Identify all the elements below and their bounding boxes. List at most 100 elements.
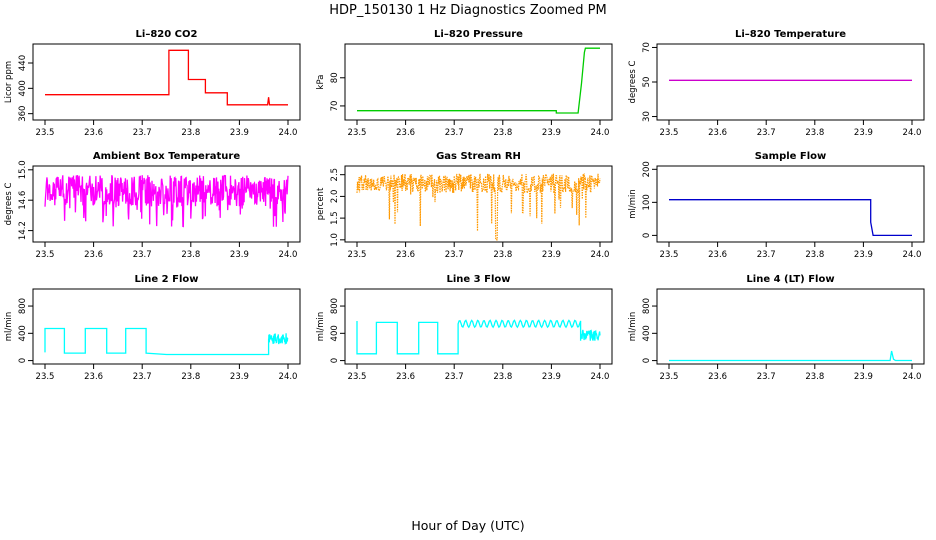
y-axis-label: ml/min (316, 312, 326, 342)
x-tick-label: 24.0 (279, 128, 298, 138)
plot-frame (344, 43, 613, 121)
x-tick-label: 23.8 (493, 128, 512, 138)
x-tick-label: 24.0 (591, 372, 610, 382)
x-tick-label: 23.9 (854, 128, 873, 138)
y-tick-label: 70 (642, 42, 652, 53)
plot-frame (344, 288, 613, 365)
x-tick-label: 23.9 (542, 372, 561, 382)
y-tick-label: 800 (18, 298, 28, 314)
plot-frame (656, 165, 925, 243)
y-tick-label: 14.6 (18, 191, 28, 210)
x-tick-label: 23.9 (230, 250, 249, 260)
y-tick-label: 50 (642, 77, 652, 88)
y-tick-label: 2.0 (330, 190, 340, 204)
y-axis-label: degrees C (4, 183, 14, 226)
y-tick-label: 2.5 (330, 168, 340, 182)
series-line (357, 47, 600, 114)
y-tick-label: 360 (18, 106, 28, 122)
x-tick-label: 23.5 (660, 250, 679, 260)
y-tick-label: 440 (18, 55, 28, 71)
x-tick-label: 23.6 (708, 372, 727, 382)
x-tick-label: 23.5 (348, 128, 367, 138)
panel-8: Line 3 Flow 23.5 23.6 23.7 23.8 23.9 24.0 0 400 8… (316, 274, 613, 382)
x-tick-label: 23.7 (445, 250, 464, 260)
panel-2: Li–820 Pressure 23.5 23.6 23.7 23.8 23.9 24.0 7… (316, 29, 613, 138)
y-tick-label: 1.5 (330, 211, 340, 225)
panel-3: Li–820 Temperature 23.5 23.6 23.7 23.8 23.9 24… (628, 29, 925, 138)
x-tick-label: 23.5 (36, 128, 55, 138)
x-axis-label: Hour of Day (UTC) (411, 518, 524, 533)
y-axis-label: ml/min (628, 189, 638, 219)
y-tick-label: 0 (18, 358, 28, 363)
x-tick-label: 23.8 (181, 128, 200, 138)
panel-title: Li–820 Temperature (735, 29, 846, 40)
plot-frame (32, 288, 301, 365)
panel-5: Gas Stream RH 23.5 23.6 23.7 23.8 23.9 24.0 1.0… (316, 151, 613, 260)
series-line (44, 327, 289, 356)
y-axis-label: ml/min (628, 312, 638, 342)
x-tick-label: 23.6 (708, 250, 727, 260)
panel-title: Line 2 Flow (135, 274, 199, 285)
panel-title: Ambient Box Temperature (93, 151, 240, 162)
series-line (45, 49, 288, 106)
panel-9: Line 4 (LT) Flow 23.5 23.6 23.7 23.8 23.9 24.0… (628, 274, 925, 382)
panel-title: Li–820 CO2 (136, 29, 198, 40)
series-line (669, 199, 912, 237)
y-tick-label: 400 (642, 325, 652, 341)
x-tick-label: 23.9 (854, 372, 873, 382)
x-tick-label: 23.8 (805, 372, 824, 382)
x-tick-label: 23.7 (757, 372, 776, 382)
y-tick-label: 14.2 (18, 221, 28, 240)
x-tick-label: 23.8 (805, 128, 824, 138)
panel-7: Line 2 Flow 23.5 23.6 23.7 23.8 23.9 24.0 0 400 8… (4, 274, 301, 382)
x-tick-label: 23.7 (133, 372, 152, 382)
y-tick-label: 15.0 (18, 160, 28, 179)
x-tick-label: 23.6 (84, 128, 103, 138)
x-tick-label: 23.6 (396, 128, 415, 138)
x-tick-label: 23.5 (660, 372, 679, 382)
x-tick-label: 23.9 (230, 372, 249, 382)
y-tick-label: 0 (642, 233, 652, 238)
x-tick-label: 23.8 (493, 372, 512, 382)
x-tick-label: 24.0 (903, 128, 922, 138)
y-tick-label: 800 (642, 298, 652, 314)
x-tick-label: 23.6 (708, 128, 727, 138)
x-tick-label: 24.0 (591, 250, 610, 260)
plot-frame (32, 165, 301, 243)
x-tick-label: 23.5 (36, 250, 55, 260)
x-tick-label: 23.8 (805, 250, 824, 260)
x-tick-label: 23.5 (660, 128, 679, 138)
panel-title: Gas Stream RH (436, 151, 521, 162)
x-tick-label: 23.8 (181, 372, 200, 382)
panel-title: Line 3 Flow (447, 274, 511, 285)
x-tick-label: 23.8 (493, 250, 512, 260)
x-tick-label: 23.9 (542, 250, 561, 260)
x-tick-label: 23.5 (36, 372, 55, 382)
series-line (356, 319, 601, 355)
x-tick-label: 24.0 (903, 250, 922, 260)
y-tick-label: 70 (330, 101, 340, 112)
y-tick-label: 400 (18, 80, 28, 96)
y-axis-label: degrees C (628, 61, 638, 104)
y-tick-label: 1.0 (330, 233, 340, 247)
x-tick-label: 23.5 (348, 372, 367, 382)
x-tick-label: 23.9 (542, 128, 561, 138)
x-tick-label: 23.9 (854, 250, 873, 260)
y-tick-label: 800 (330, 298, 340, 314)
plot-frame (656, 288, 925, 365)
series-line (44, 174, 289, 228)
panel-1: Li–820 CO2 23.5 23.6 23.7 23.8 23.9 24.0 360 400… (4, 29, 301, 138)
x-tick-label: 24.0 (591, 128, 610, 138)
y-tick-label: 400 (330, 325, 340, 341)
panel-4: Ambient Box Temperature 23.5 23.6 23.7 23.8 2… (4, 151, 301, 260)
x-tick-label: 23.6 (84, 372, 103, 382)
x-tick-label: 23.5 (348, 250, 367, 260)
y-axis-label: Licor ppm (4, 61, 14, 103)
panel-title: Sample Flow (755, 151, 827, 162)
y-tick-label: 100 (642, 194, 652, 210)
y-tick-label: 200 (642, 161, 652, 177)
plot-frame (32, 43, 301, 121)
x-tick-label: 23.6 (396, 372, 415, 382)
x-tick-label: 24.0 (279, 372, 298, 382)
